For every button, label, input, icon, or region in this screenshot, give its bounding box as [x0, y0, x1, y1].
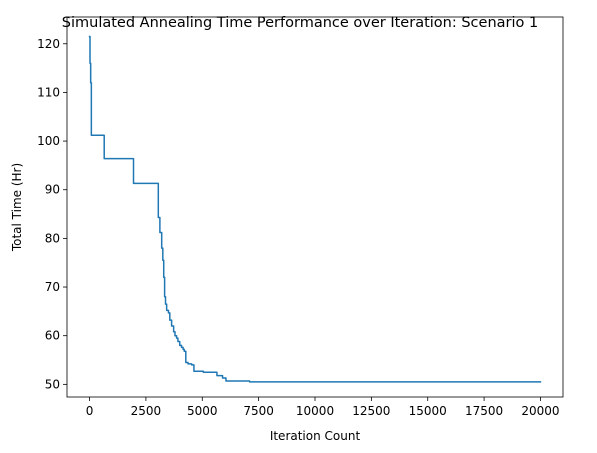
- y-tick-label: 80: [45, 231, 60, 245]
- x-tick-label: 7500: [243, 404, 274, 418]
- y-tick-label: 90: [45, 183, 60, 197]
- x-tick-label: 12500: [352, 404, 390, 418]
- x-tick-label: 5000: [187, 404, 218, 418]
- x-tick-label: 17500: [465, 404, 503, 418]
- x-axis: 0 2500 5000 7500 10000 12500 15000 17500 20000: [86, 397, 560, 418]
- y-axis-label: Total Time (Hr): [10, 163, 24, 252]
- y-tick-label: 110: [37, 85, 60, 99]
- x-tick-label: 2500: [131, 404, 162, 418]
- series-line-0: [90, 36, 541, 381]
- x-tick-label: 0: [86, 404, 94, 418]
- x-axis-label: Iteration Count: [270, 429, 361, 443]
- y-tick-label: 100: [37, 134, 60, 148]
- x-tick-label: 10000: [296, 404, 334, 418]
- y-tick-label: 50: [45, 377, 60, 391]
- x-tick-label: 20000: [521, 404, 559, 418]
- y-axis: 50 60 70 80 90 100 110 120: [37, 37, 67, 392]
- y-tick-label: 120: [37, 37, 60, 51]
- y-tick-label: 60: [45, 329, 60, 343]
- plot-frame: [67, 17, 563, 397]
- plot-area: [90, 36, 541, 381]
- x-tick-label: 15000: [409, 404, 447, 418]
- y-tick-label: 70: [45, 280, 60, 294]
